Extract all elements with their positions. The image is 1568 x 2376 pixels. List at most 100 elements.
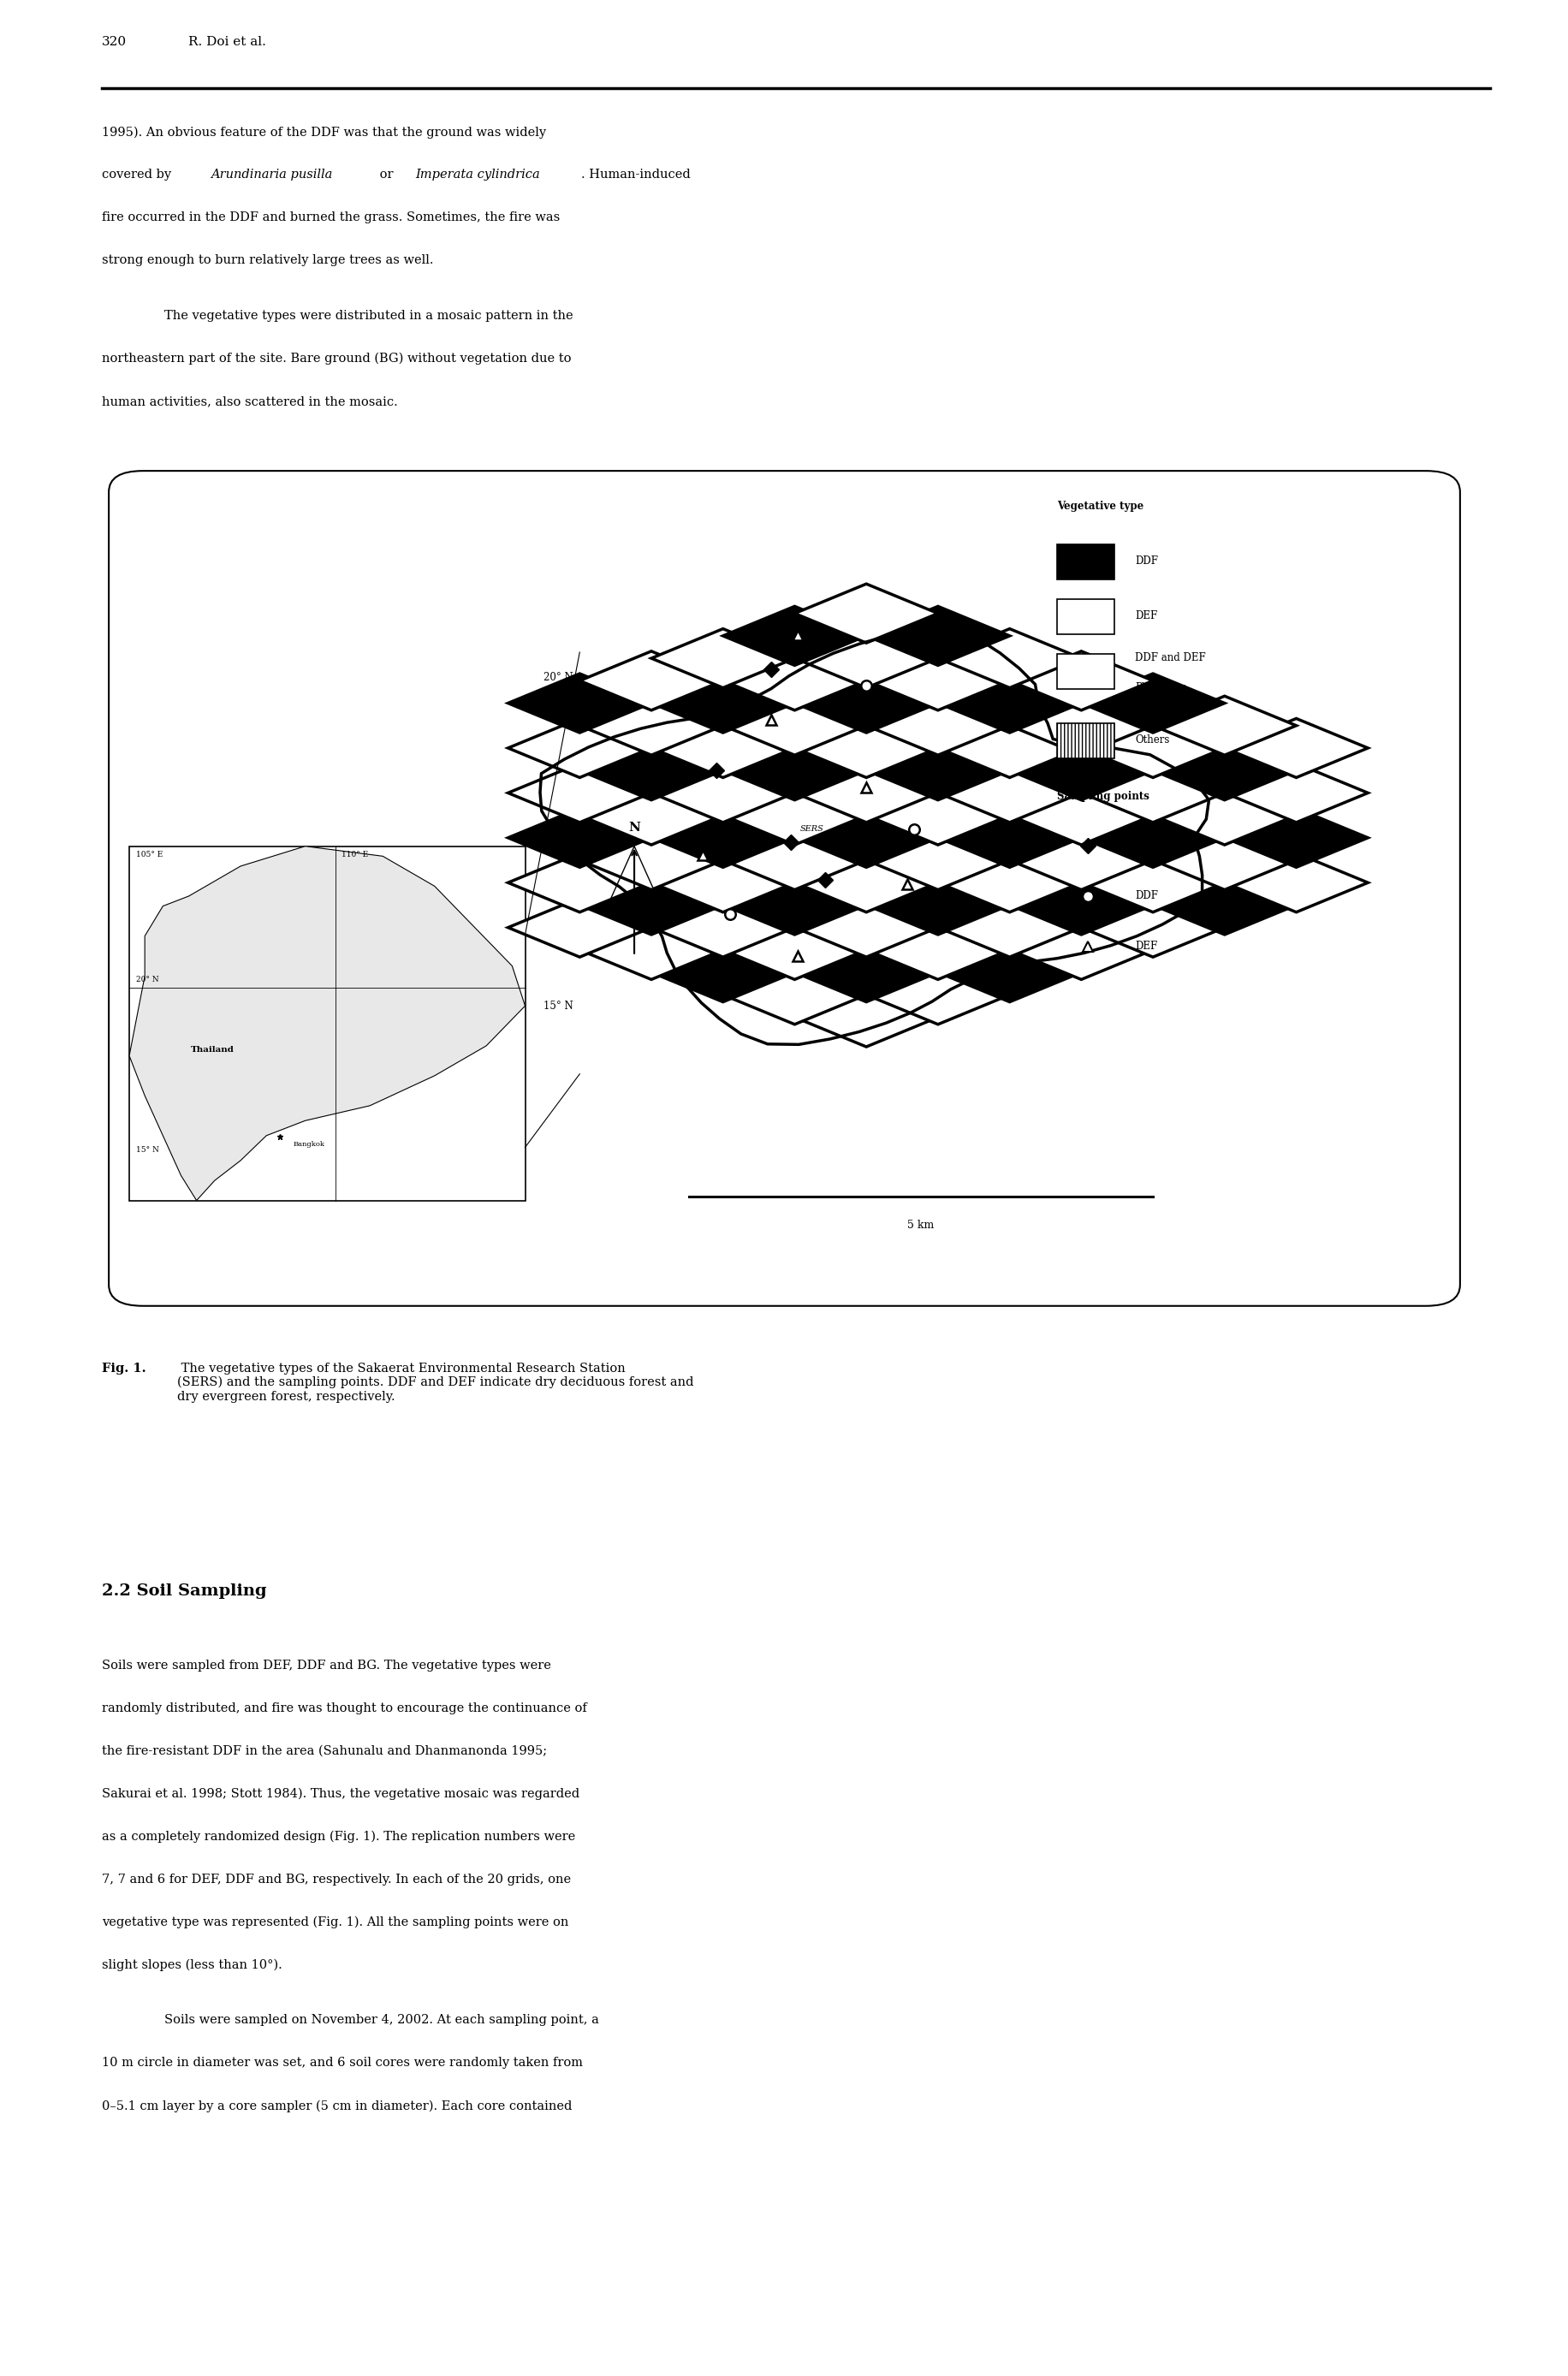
Text: DDF and DEF: DDF and DEF xyxy=(1135,653,1206,663)
Bar xyxy=(1057,599,1115,634)
Polygon shape xyxy=(508,853,651,912)
Polygon shape xyxy=(723,832,866,889)
Polygon shape xyxy=(651,898,795,958)
Polygon shape xyxy=(938,718,1080,777)
Polygon shape xyxy=(1225,853,1367,912)
Polygon shape xyxy=(1010,832,1152,889)
Text: 1995). An obvious feature of the DDF was that the ground was widely: 1995). An obvious feature of the DDF was… xyxy=(102,126,546,138)
Text: human activities, also scattered in the mosaic.: human activities, also scattered in the … xyxy=(102,394,398,406)
Polygon shape xyxy=(795,718,938,777)
Text: randomly distributed, and fire was thought to encourage the continuance of: randomly distributed, and fire was thoug… xyxy=(102,1701,586,1713)
Polygon shape xyxy=(938,630,1080,687)
Polygon shape xyxy=(580,832,723,889)
Polygon shape xyxy=(866,606,1010,665)
Polygon shape xyxy=(1152,786,1295,846)
Polygon shape xyxy=(1152,741,1295,801)
Text: R. Doi et al.: R. Doi et al. xyxy=(188,36,267,48)
Polygon shape xyxy=(651,808,795,867)
Text: Soils were sampled on November 4, 2002. At each sampling point, a: Soils were sampled on November 4, 2002. … xyxy=(165,2015,599,2027)
Polygon shape xyxy=(1225,718,1367,777)
Text: or: or xyxy=(376,169,397,181)
Polygon shape xyxy=(1080,898,1225,958)
Polygon shape xyxy=(1225,763,1367,822)
Text: Bare ground: Bare ground xyxy=(1135,839,1198,851)
Text: slight slopes (less than 10°).: slight slopes (less than 10°). xyxy=(102,1958,282,1972)
Polygon shape xyxy=(795,584,938,644)
Polygon shape xyxy=(580,741,723,801)
Text: The vegetative types of the Sakaerat Environmental Research Station
(SERS) and t: The vegetative types of the Sakaerat Env… xyxy=(177,1361,693,1402)
Text: as a completely randomized design (Fig. 1). The replication numbers were: as a completely randomized design (Fig. … xyxy=(102,1830,575,1844)
Text: Plantation: Plantation xyxy=(1135,682,1187,694)
Text: Sakurai et al. 1998; Stott 1984). Thus, the vegetative mosaic was regarded: Sakurai et al. 1998; Stott 1984). Thus, … xyxy=(102,1787,579,1801)
Polygon shape xyxy=(651,853,795,912)
Text: DDF: DDF xyxy=(1135,556,1157,568)
Text: 20° N: 20° N xyxy=(543,672,572,682)
Polygon shape xyxy=(938,675,1080,732)
Polygon shape xyxy=(1152,877,1295,934)
Polygon shape xyxy=(1152,696,1295,756)
Polygon shape xyxy=(723,696,866,756)
Polygon shape xyxy=(866,651,1010,710)
Polygon shape xyxy=(866,965,1010,1024)
Text: Vegetative type: Vegetative type xyxy=(1057,501,1143,511)
Text: DDF: DDF xyxy=(1135,891,1157,901)
Polygon shape xyxy=(723,606,866,665)
Polygon shape xyxy=(1010,651,1152,710)
Polygon shape xyxy=(795,943,938,1003)
Polygon shape xyxy=(866,741,1010,801)
Bar xyxy=(1057,722,1115,758)
Polygon shape xyxy=(580,696,723,756)
Polygon shape xyxy=(795,808,938,867)
Polygon shape xyxy=(651,763,795,822)
Polygon shape xyxy=(1010,786,1152,846)
Polygon shape xyxy=(580,651,723,710)
Polygon shape xyxy=(795,898,938,958)
Polygon shape xyxy=(651,943,795,1003)
Text: 0–5.1 cm layer by a core sampler (5 cm in diameter). Each core contained: 0–5.1 cm layer by a core sampler (5 cm i… xyxy=(102,2100,572,2112)
Text: the fire-resistant DDF in the area (Sahunalu and Dhanmanonda 1995;: the fire-resistant DDF in the area (Sahu… xyxy=(102,1744,547,1756)
Bar xyxy=(129,846,525,1200)
Polygon shape xyxy=(723,965,866,1024)
Text: 5 km: 5 km xyxy=(906,1219,935,1231)
Bar xyxy=(1057,544,1115,580)
Polygon shape xyxy=(723,651,866,710)
Text: N: N xyxy=(629,822,640,834)
Text: Fig. 1.: Fig. 1. xyxy=(102,1361,146,1373)
Text: . Human-induced: . Human-induced xyxy=(580,169,690,181)
Polygon shape xyxy=(866,877,1010,934)
Polygon shape xyxy=(1010,920,1152,979)
Polygon shape xyxy=(795,988,938,1048)
Polygon shape xyxy=(508,718,651,777)
Polygon shape xyxy=(1152,832,1295,889)
Polygon shape xyxy=(723,920,866,979)
Polygon shape xyxy=(723,877,866,934)
Text: Sampling points: Sampling points xyxy=(1057,791,1149,801)
Polygon shape xyxy=(795,675,938,732)
Polygon shape xyxy=(866,920,1010,979)
Polygon shape xyxy=(1080,853,1225,912)
Polygon shape xyxy=(1010,696,1152,756)
Text: 320: 320 xyxy=(102,36,127,48)
Polygon shape xyxy=(1080,763,1225,822)
Polygon shape xyxy=(938,853,1080,912)
Text: fire occurred in the DDF and burned the grass. Sometimes, the fire was: fire occurred in the DDF and burned the … xyxy=(102,211,560,223)
Polygon shape xyxy=(795,630,938,687)
Polygon shape xyxy=(866,832,1010,889)
Text: vegetative type was represented (Fig. 1). All the sampling points were on: vegetative type was represented (Fig. 1)… xyxy=(102,1915,569,1929)
Text: Others: Others xyxy=(1135,734,1170,746)
Text: 15° N: 15° N xyxy=(136,1145,158,1155)
Polygon shape xyxy=(938,763,1080,822)
Text: 7, 7 and 6 for DEF, DDF and BG, respectively. In each of the 20 grids, one: 7, 7 and 6 for DEF, DDF and BG, respecti… xyxy=(102,1872,571,1884)
Polygon shape xyxy=(795,853,938,912)
Text: SERS: SERS xyxy=(800,824,823,834)
Polygon shape xyxy=(938,943,1080,1003)
Polygon shape xyxy=(508,808,651,867)
Polygon shape xyxy=(580,877,723,934)
Text: DEF: DEF xyxy=(1135,941,1157,953)
Polygon shape xyxy=(1225,808,1367,867)
Polygon shape xyxy=(129,846,525,1200)
Polygon shape xyxy=(1010,877,1152,934)
Text: covered by: covered by xyxy=(102,169,176,181)
Polygon shape xyxy=(651,630,795,687)
Polygon shape xyxy=(580,920,723,979)
